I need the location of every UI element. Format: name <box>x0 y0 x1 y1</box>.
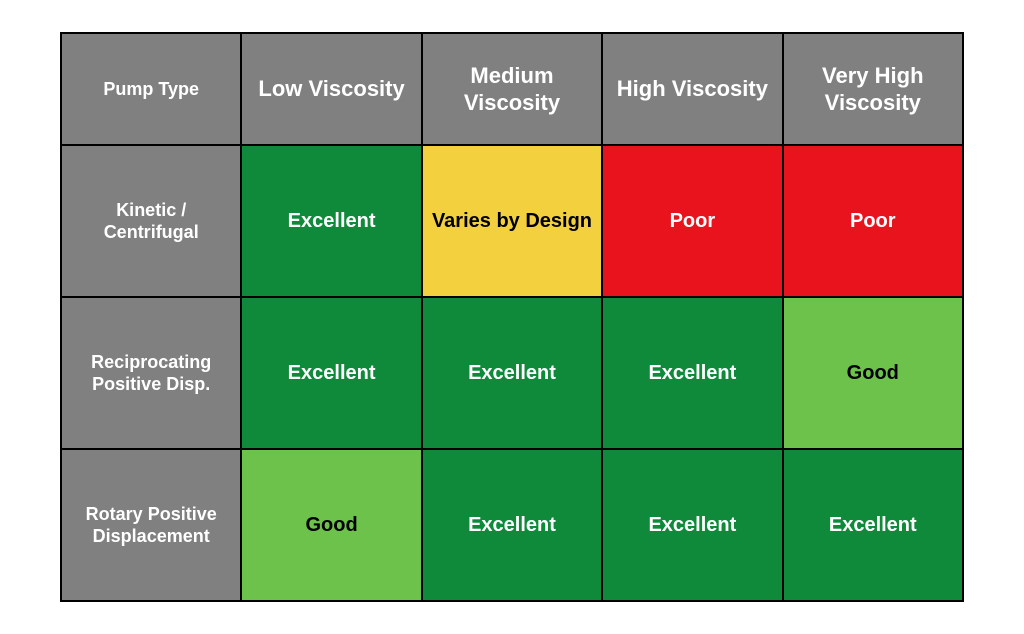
table-header-row: Pump Type Low Viscosity Medium Viscosity… <box>61 33 963 145</box>
col-header: Low Viscosity <box>241 33 421 145</box>
rating-cell: Excellent <box>602 297 782 449</box>
col-header: Medium Viscosity <box>422 33 602 145</box>
rating-cell: Excellent <box>241 297 421 449</box>
row-label: Reciprocating Positive Disp. <box>61 297 241 449</box>
rating-cell: Excellent <box>602 449 782 601</box>
rating-cell: Excellent <box>783 449 963 601</box>
col-header: Very High Viscosity <box>783 33 963 145</box>
rating-cell: Good <box>783 297 963 449</box>
rating-cell: Poor <box>602 145 782 297</box>
rating-cell: Excellent <box>422 297 602 449</box>
rating-cell: Excellent <box>241 145 421 297</box>
table-row: Kinetic / Centrifugal Excellent Varies b… <box>61 145 963 297</box>
pump-viscosity-table: Pump Type Low Viscosity Medium Viscosity… <box>60 32 964 602</box>
rating-cell: Poor <box>783 145 963 297</box>
row-label: Kinetic / Centrifugal <box>61 145 241 297</box>
col-header: High Viscosity <box>602 33 782 145</box>
rating-cell: Excellent <box>422 449 602 601</box>
table-row: Rotary Positive Displacement Good Excell… <box>61 449 963 601</box>
table-card: Pump Type Low Viscosity Medium Viscosity… <box>0 0 1024 634</box>
row-label: Rotary Positive Displacement <box>61 449 241 601</box>
rating-cell: Good <box>241 449 421 601</box>
table-row: Reciprocating Positive Disp. Excellent E… <box>61 297 963 449</box>
col-header: Pump Type <box>61 33 241 145</box>
rating-cell: Varies by Design <box>422 145 602 297</box>
